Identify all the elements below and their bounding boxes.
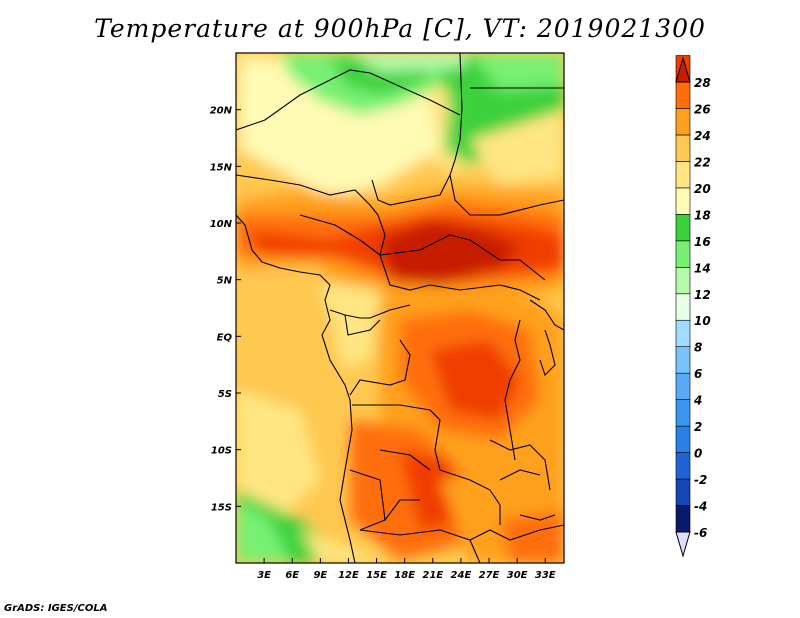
colorbar-level-label: 16	[694, 235, 711, 249]
colorbar-high-triangle	[675, 56, 691, 83]
colorbar-segment	[675, 161, 691, 189]
colorbar-level-label: -4	[694, 500, 707, 514]
lat-tick-label: EQ	[217, 332, 233, 343]
lat-tick-label: 15S	[211, 502, 232, 513]
map-frame	[235, 52, 565, 564]
colorbar-segment	[675, 240, 691, 268]
colorbar-segment	[675, 108, 691, 136]
lon-tick-label: 30E	[507, 570, 528, 581]
lon-tick-label: 21E	[422, 570, 443, 581]
colorbar-level-label: -6	[694, 526, 707, 540]
colorbar-segment	[675, 214, 691, 242]
lon-tick-label: 9E	[313, 570, 327, 581]
map-title: Temperature at 900hPa [C], VT: 201902130…	[94, 14, 706, 43]
colorbar-level-label: 28	[694, 76, 711, 90]
temperature-field	[236, 53, 564, 563]
colorbar-level-label: 20	[694, 182, 711, 196]
lon-tick-label: 27E	[479, 570, 500, 581]
colorbar-level-label: 6	[694, 367, 702, 381]
colorbar-segment	[675, 187, 691, 215]
colorbar-level-label: 14	[694, 261, 711, 275]
lon-tick-label: 33E	[535, 570, 556, 581]
colorbar-segment	[675, 478, 691, 506]
lon-tick-label: 24E	[451, 570, 472, 581]
lat-tick-label: 15N	[210, 162, 233, 173]
lat-tick-label: 10S	[211, 446, 232, 457]
lat-tick-label: 5S	[218, 389, 232, 400]
colorbar-segment	[675, 505, 691, 533]
lon-tick-label: 18E	[394, 570, 415, 581]
colorbar-level-label: -2	[694, 473, 707, 487]
lat-tick-label: 5N	[217, 276, 233, 287]
colorbar-segment	[675, 399, 691, 427]
colorbar-level-label: 10	[694, 314, 711, 328]
colorbar-level-label: 0	[694, 447, 702, 461]
colorbar-segment	[675, 134, 691, 162]
lon-tick-label: 3E	[257, 570, 271, 581]
colorbar-segment	[675, 452, 691, 480]
lat-tick-label: 20N	[210, 106, 233, 117]
colorbar-segment	[675, 319, 691, 348]
colorbar-level-label: 22	[694, 155, 711, 169]
colorbar-segment	[675, 425, 691, 453]
colorbar-level-label: 12	[694, 288, 711, 302]
latitude-axis: 20N 15N 10N 5N EQ 5S 10S 15S	[210, 106, 241, 513]
colorbar-segment	[675, 293, 691, 321]
colorbar-segment	[675, 81, 691, 109]
colorbar-level-label: 4	[693, 394, 702, 408]
colorbar-level-label: 24	[694, 129, 711, 143]
colorbar-level-label: 18	[694, 208, 711, 222]
lon-tick-label: 12E	[338, 570, 359, 581]
lat-tick-label: 10N	[210, 219, 233, 230]
colorbar-segment	[675, 372, 691, 400]
colorbar-segment	[675, 266, 691, 295]
colorbar-segment	[675, 346, 691, 374]
colorbar-level-label: 26	[694, 102, 711, 116]
colorbar-level-label: 2	[694, 420, 702, 434]
longitude-axis: 3E 6E 9E 12E 15E 18E 21E 24E 27E 30E 33E	[257, 558, 556, 581]
colorbar-level-label: 8	[694, 341, 702, 355]
credit-text: GrADS: IGES/COLA	[4, 603, 108, 614]
lon-tick-label: 15E	[366, 570, 387, 581]
colorbar-low-triangle	[675, 531, 691, 558]
lon-tick-label: 6E	[285, 570, 299, 581]
